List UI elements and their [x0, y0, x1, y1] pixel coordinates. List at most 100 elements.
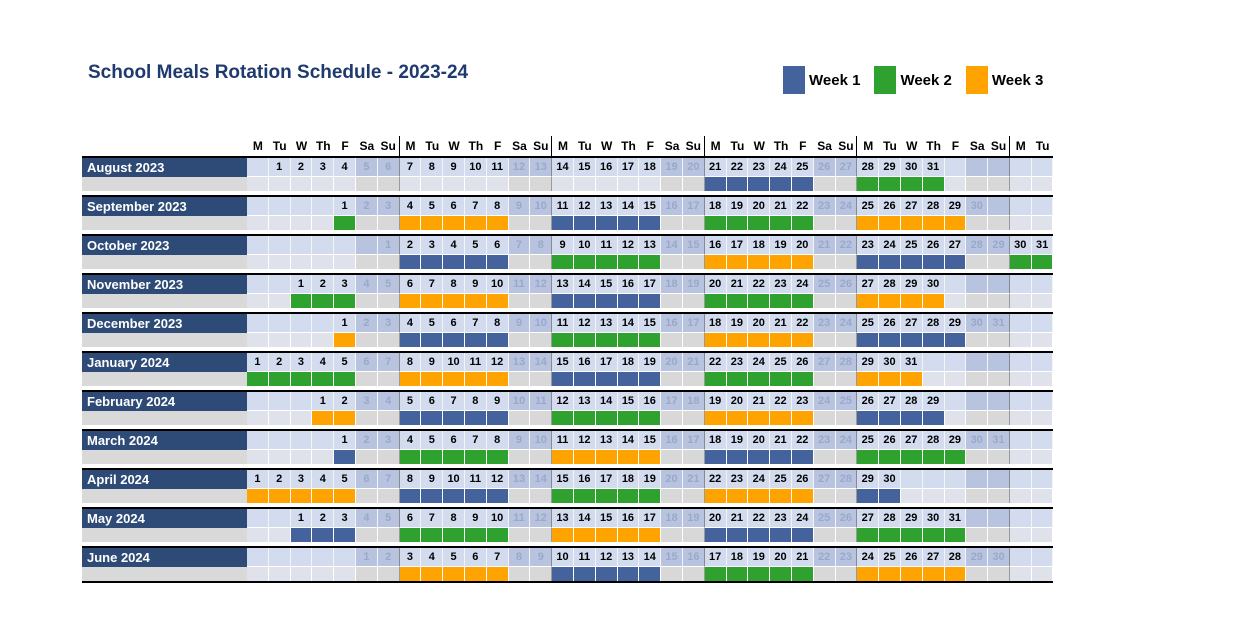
empty-band-cell [377, 294, 400, 308]
day-cell [1009, 197, 1032, 216]
week-band-cell [617, 255, 640, 269]
empty-band-cell [508, 333, 531, 347]
empty-band-cell [312, 567, 335, 581]
weekday-header-cell: M [863, 139, 874, 153]
empty-band-cell [355, 528, 378, 542]
week-band-cell [639, 528, 662, 542]
day-cell: 8 [508, 548, 531, 567]
day-cell: 2 [268, 470, 291, 489]
day-cell: 7 [464, 431, 487, 450]
day-cell: 13 [508, 470, 531, 489]
day-cell: 28 [879, 509, 901, 528]
empty-band-cell [1009, 294, 1032, 308]
week-band-cell [421, 333, 444, 347]
day-cell: 15 [639, 314, 662, 333]
week-band-cell [791, 177, 814, 191]
day-cell [268, 275, 291, 294]
day-cell [1031, 197, 1054, 216]
week-band-cell [1009, 255, 1032, 269]
week-band-cell [573, 411, 596, 425]
week-band-cell [726, 294, 749, 308]
day-cell [1009, 353, 1032, 372]
day-cell: 23 [770, 509, 792, 528]
day-cell: 6 [421, 392, 444, 411]
week-band-cell [464, 450, 487, 464]
empty-band-cell [1031, 528, 1054, 542]
empty-band-cell [268, 333, 291, 347]
empty-band-cell [508, 450, 531, 464]
day-cell: 10 [530, 431, 553, 450]
week-band-cell [791, 294, 814, 308]
day-cell [988, 509, 1010, 528]
month-number-row: February 2024 1 2 3 4 5 6 7 8 9 10 11 12 13 14 15 16 17 18… [82, 392, 1054, 411]
day-cell: 23 [813, 431, 836, 450]
week-band-cell [443, 489, 465, 503]
day-cell: 19 [726, 314, 749, 333]
day-cell: 10 [464, 158, 487, 177]
week-band-cell [726, 450, 749, 464]
week-band-cell [900, 177, 923, 191]
day-cell: 15 [595, 509, 618, 528]
day-cell: 20 [748, 314, 771, 333]
day-cell: 18 [617, 353, 640, 372]
empty-band-cell [661, 177, 683, 191]
week-band-cell [900, 333, 923, 347]
day-cell: 9 [508, 314, 531, 333]
week-band-cell [617, 411, 640, 425]
month-row: May 2024 1 2 3 4 5 6 7 8 9 10 11 12 13 14 15 16 17 18 19 20 2… [82, 507, 1054, 542]
empty-band-cell [1031, 489, 1054, 503]
week-band-cell [857, 450, 880, 464]
week-band-cell [617, 372, 640, 386]
day-cell: 21 [682, 353, 705, 372]
week-band-cell [857, 489, 880, 503]
empty-band-cell [988, 333, 1010, 347]
empty-band-cell [966, 567, 989, 581]
week-band-cell [573, 372, 596, 386]
week-band-cell [857, 177, 880, 191]
day-cell: 15 [682, 236, 705, 255]
empty-band-cell [988, 294, 1010, 308]
day-cell: 14 [530, 353, 553, 372]
day-cell: 8 [399, 470, 422, 489]
day-cell: 28 [879, 275, 901, 294]
empty-band-cell [247, 177, 269, 191]
weekday-header-cell: Su [683, 136, 705, 156]
day-cell [247, 509, 269, 528]
day-cell: 11 [464, 470, 487, 489]
day-cell [1031, 314, 1054, 333]
empty-band-cell [1031, 333, 1054, 347]
day-cell: 30 [966, 314, 989, 333]
week-band-cell [726, 372, 749, 386]
empty-band-cell [355, 216, 378, 230]
empty-band-cell [508, 567, 531, 581]
month-band-row [82, 489, 1054, 503]
day-cell [1031, 158, 1054, 177]
day-cell: 26 [879, 197, 901, 216]
legend: Week 1 Week 2 Week 3 [783, 66, 1057, 94]
week-band-cell [552, 255, 574, 269]
empty-band-cell [530, 294, 553, 308]
month-row: January 2024 1 2 3 4 5 6 7 8 9 10 11 12 13 14 15 16 17 18 1… [82, 351, 1054, 386]
day-cell [312, 314, 335, 333]
day-cell [334, 236, 356, 255]
day-cell [247, 236, 269, 255]
day-cell: 20 [770, 548, 792, 567]
month-band-row [82, 567, 1054, 581]
empty-band-cell [639, 177, 662, 191]
empty-band-cell [682, 450, 705, 464]
week-band-cell [552, 294, 574, 308]
day-cell: 7 [421, 509, 444, 528]
day-cell: 7 [421, 275, 444, 294]
band-label-area [82, 294, 247, 308]
day-cell: 31 [1031, 236, 1054, 255]
day-cell: 2 [399, 236, 422, 255]
week-band-cell [334, 411, 356, 425]
day-cell: 30 [988, 548, 1010, 567]
weekday-header-cell: M [1015, 139, 1026, 153]
week-band-cell [595, 528, 618, 542]
month-number-row: September 2023 1 2 3 4 5 6 7 8 9 10 11 12 13 14 15 16 17 1… [82, 197, 1054, 216]
day-cell: 23 [813, 197, 836, 216]
empty-band-cell [1009, 450, 1032, 464]
day-cell: 19 [682, 275, 705, 294]
day-cell: 12 [617, 236, 640, 255]
